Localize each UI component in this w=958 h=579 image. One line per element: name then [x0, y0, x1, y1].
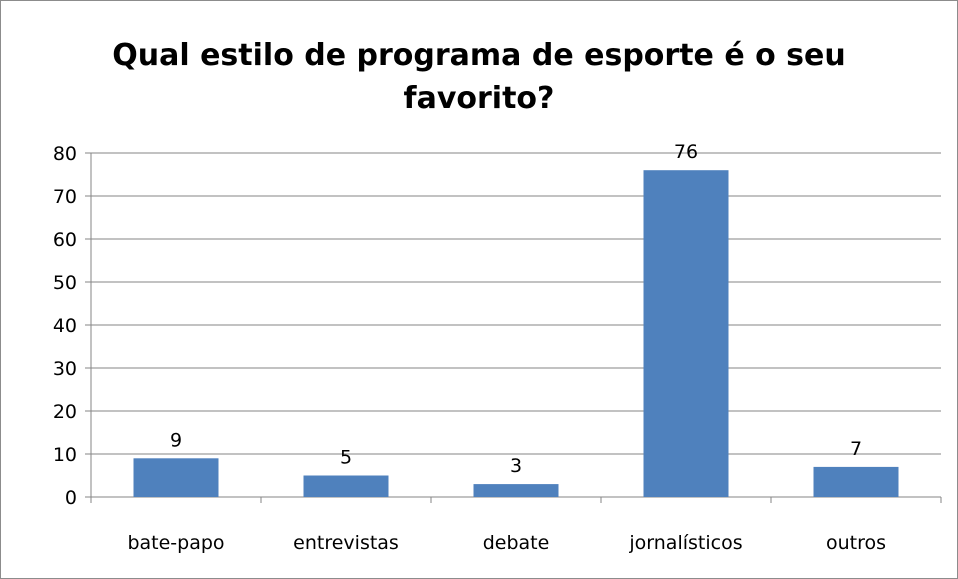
- y-tick-label: 30: [53, 358, 77, 380]
- x-tick-label: entrevistas: [293, 532, 399, 554]
- y-tick-label: 40: [53, 315, 77, 337]
- y-tick-label: 50: [53, 272, 77, 294]
- x-tick-label: bate-papo: [127, 532, 224, 554]
- chart-title-line-2: favorito?: [404, 81, 555, 116]
- bars: [133, 170, 899, 497]
- bar-3: [473, 484, 559, 497]
- gridlines: [91, 152, 941, 455]
- bar-5: [813, 466, 899, 497]
- y-tick-label: 60: [53, 229, 77, 251]
- data-label: 3: [510, 455, 522, 477]
- y-tick-label: 20: [53, 401, 77, 423]
- x-tick-label: debate: [483, 532, 550, 554]
- data-label: 9: [170, 429, 182, 451]
- y-tick-label: 0: [65, 487, 77, 509]
- x-tick-label: outros: [826, 532, 886, 554]
- data-label: 7: [850, 438, 862, 460]
- data-label: 76: [674, 141, 698, 163]
- bar-1: [133, 458, 219, 497]
- axes: [85, 152, 942, 503]
- bar-4: [643, 170, 729, 497]
- x-tick-label: jornalísticos: [628, 532, 742, 554]
- y-tick-label: 70: [53, 186, 77, 208]
- labels: 0 10 20 30 40 50 60 70 80 9 bate-papo 5 entrevistas 3…: [53, 141, 886, 554]
- chart-title-line-1: Qual estilo de programa de esporte é o s…: [112, 38, 846, 73]
- bar-2: [303, 475, 389, 497]
- y-tick-label: 10: [53, 444, 77, 466]
- y-tick-label: 80: [53, 143, 77, 165]
- data-label: 5: [340, 447, 352, 469]
